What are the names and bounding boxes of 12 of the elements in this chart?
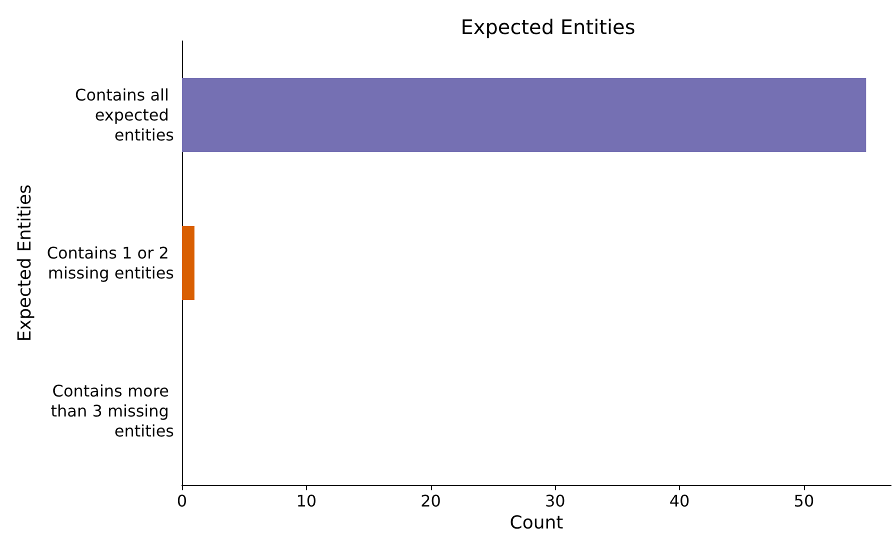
chart-title: Expected Entities (460, 15, 636, 39)
x-tick-label: 30 (544, 492, 566, 511)
y-tick-label: Contains all expected entities (75, 86, 174, 145)
x-axis-title: Count (510, 512, 564, 534)
x-tick-label: 10 (296, 492, 317, 511)
x-tick-label: 40 (669, 492, 690, 511)
y-axis-title: Expected Entities (14, 184, 36, 342)
y-tick-label: Contains more than 3 missing entities (50, 382, 174, 441)
x-tick-label: 0 (176, 492, 188, 511)
y-tick-label: Contains 1 or 2 missing entities (46, 244, 174, 283)
x-tick-label: 50 (794, 492, 814, 511)
x-tick-label: 20 (420, 492, 441, 511)
